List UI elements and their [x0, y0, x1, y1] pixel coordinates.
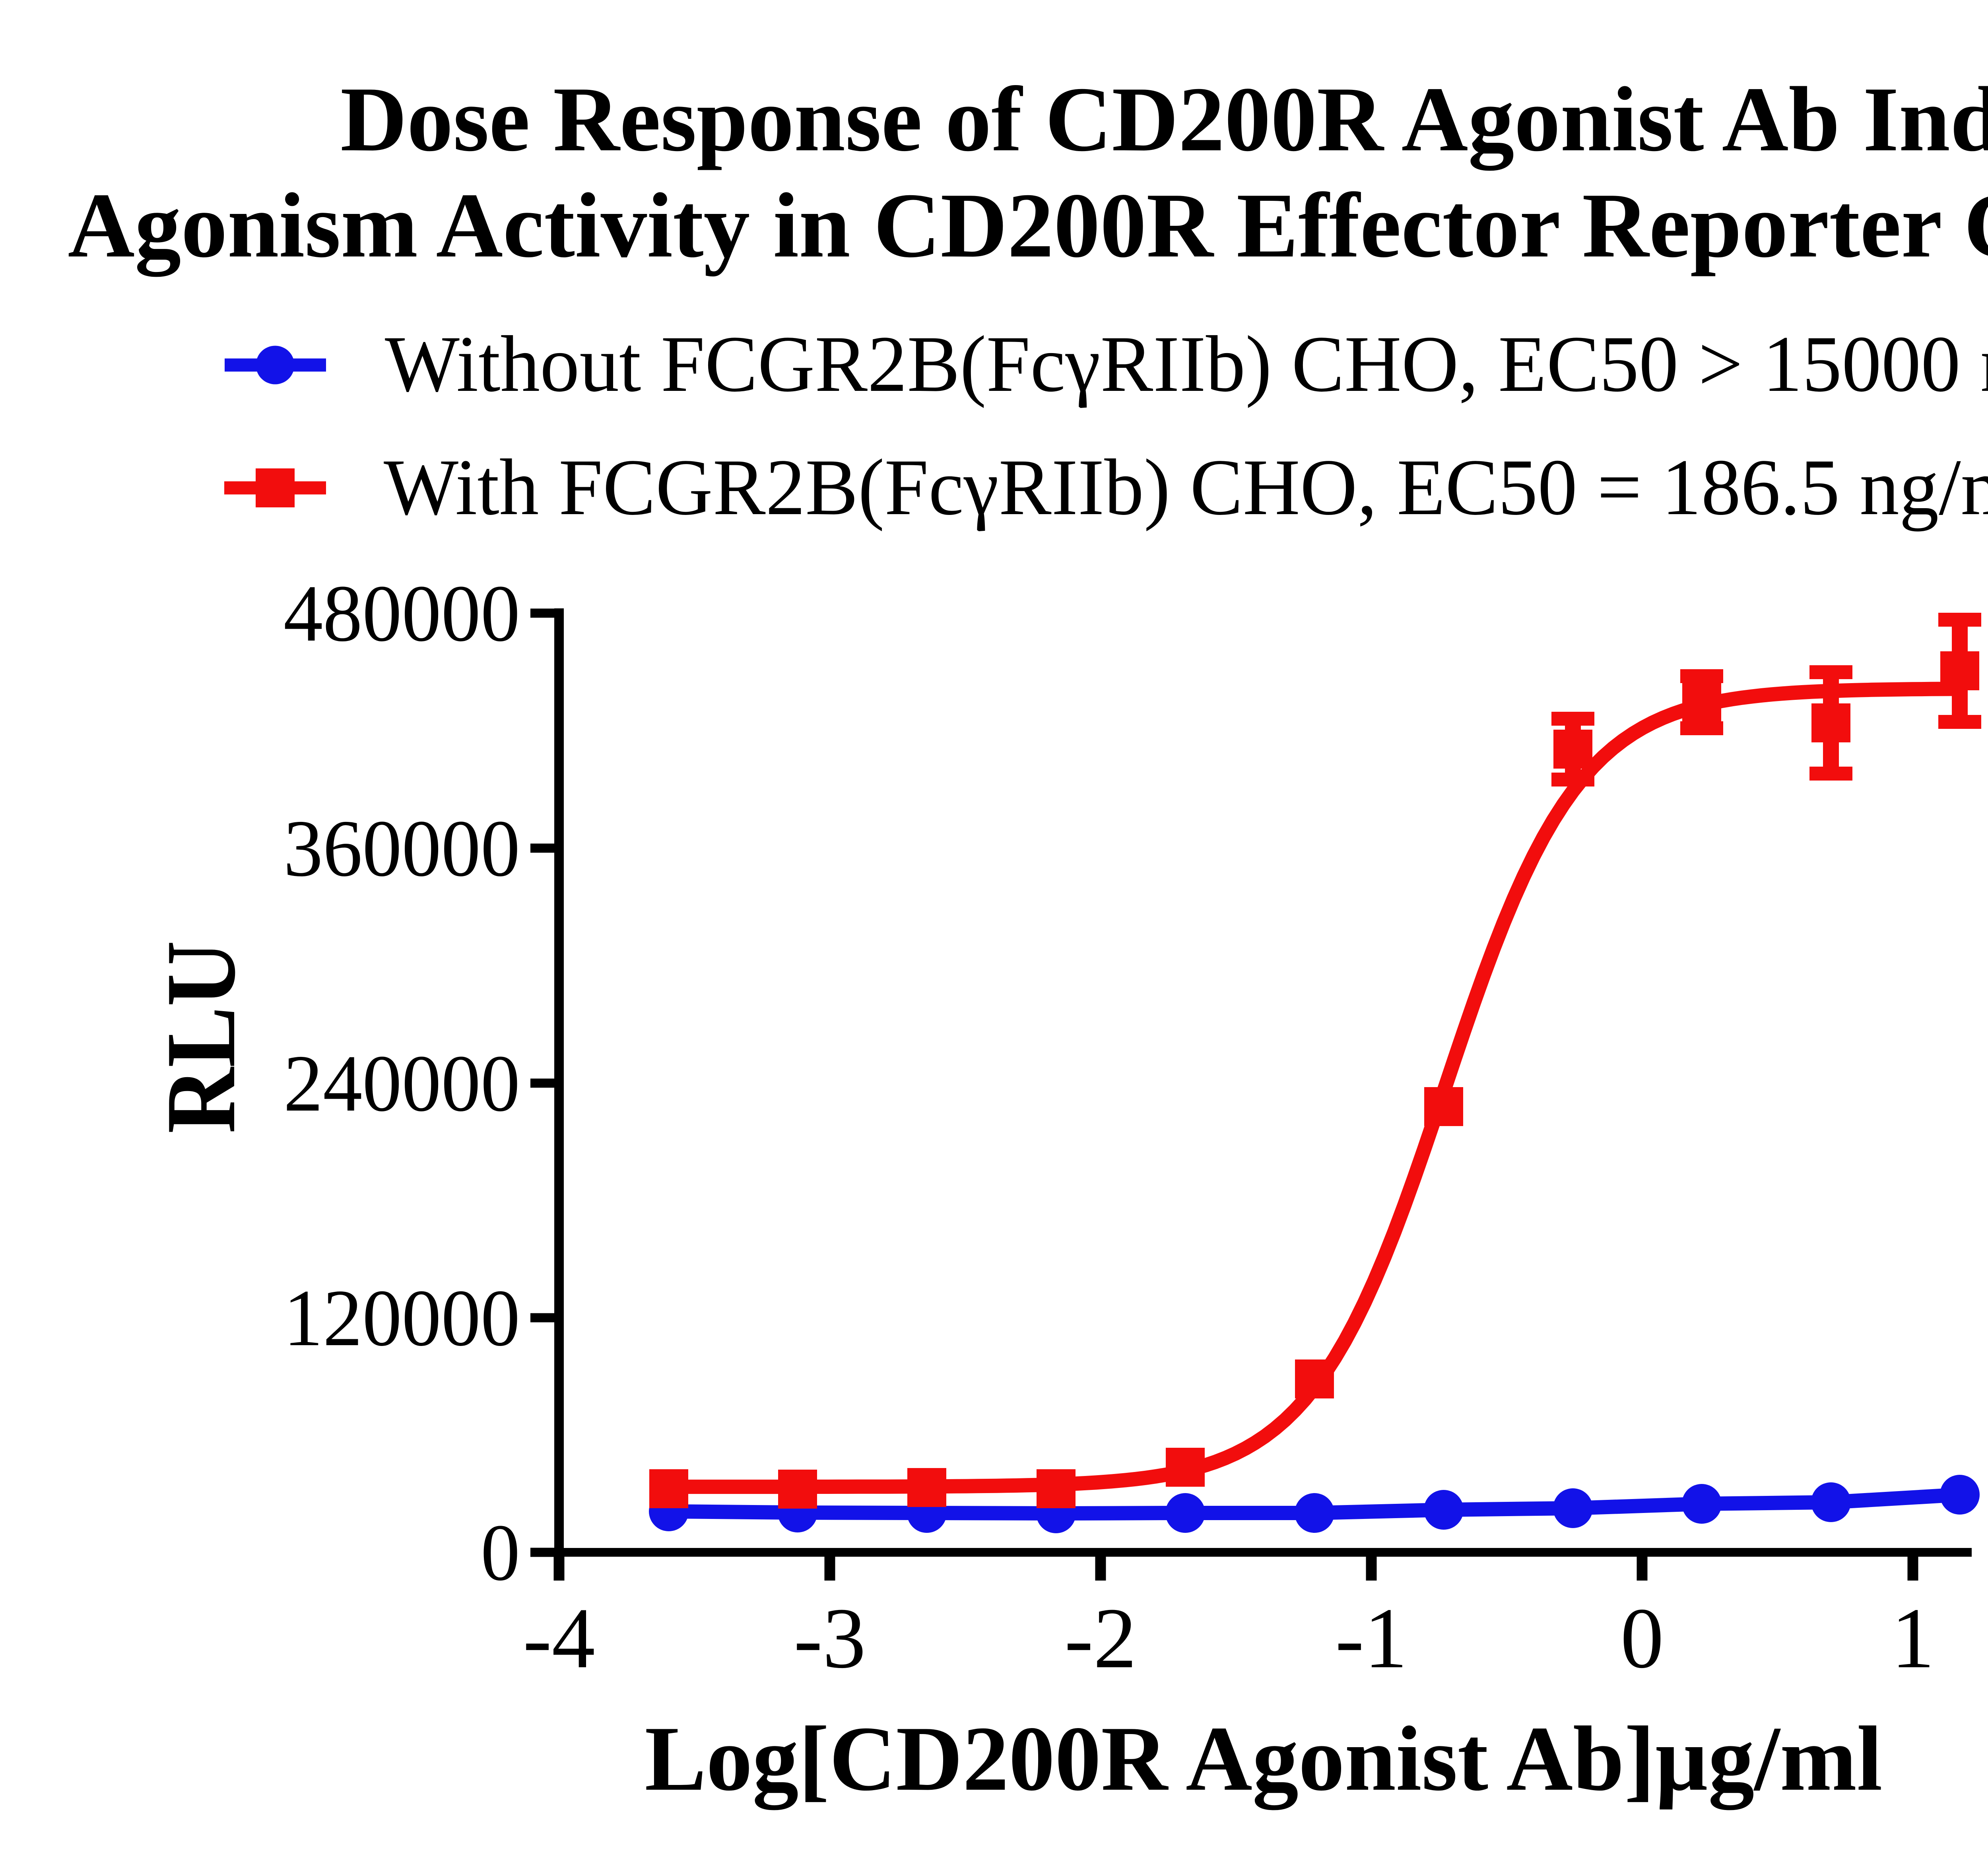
- svg-text:-2: -2: [1064, 1591, 1137, 1686]
- svg-text:360000: 360000: [283, 804, 520, 893]
- svg-text:-4: -4: [523, 1591, 595, 1686]
- svg-text:Without FCGR2B(FcγRIIb) CHO, E: Without FCGR2B(FcγRIIb) CHO, EC50 > 1500…: [385, 319, 1988, 408]
- svg-text:Log[CD200R Agonist Ab]µg/ml: Log[CD200R Agonist Ab]µg/ml: [645, 1707, 1883, 1810]
- svg-text:240000: 240000: [283, 1039, 520, 1128]
- svg-text:0: 0: [1621, 1591, 1664, 1686]
- svg-text:1: 1: [1891, 1591, 1935, 1686]
- svg-text:-1: -1: [1335, 1591, 1408, 1686]
- svg-text:With FCGR2B(FcγRIIb) CHO, EC50: With FCGR2B(FcγRIIb) CHO, EC50 = 186.5 n…: [384, 443, 1988, 532]
- svg-text:-3: -3: [794, 1591, 866, 1686]
- svg-text:120000: 120000: [283, 1273, 520, 1363]
- svg-text:RLU: RLU: [146, 941, 256, 1134]
- svg-text:Dose Response of CD200R Agonis: Dose Response of CD200R Agonist Ab Induc…: [340, 68, 1988, 171]
- svg-text:Agonism Activity in CD200R Eff: Agonism Activity in CD200R Effector Repo…: [68, 174, 1988, 277]
- svg-text:0: 0: [481, 1508, 520, 1598]
- svg-text:480000: 480000: [283, 569, 520, 658]
